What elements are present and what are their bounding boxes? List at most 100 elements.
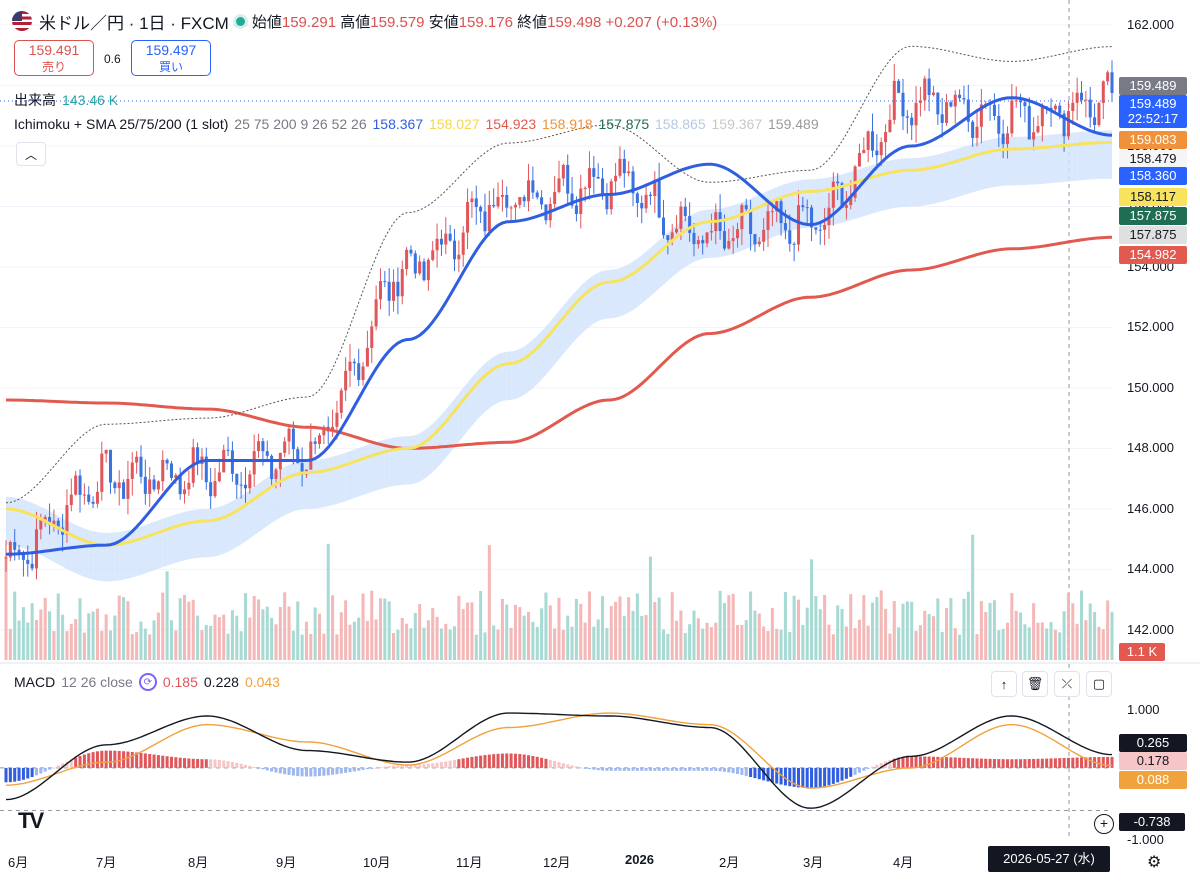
cloud-segment (876, 162, 882, 213)
macd-histogram-bar (278, 767, 282, 774)
candle-body (113, 482, 117, 489)
volume-bar (161, 592, 165, 660)
candle-body (108, 449, 113, 483)
settings-gear-icon[interactable]: ⚙ (1147, 854, 1162, 871)
volume-bar (483, 632, 487, 660)
macd-histogram-bar (901, 756, 905, 768)
cloud-segment (885, 160, 890, 210)
candle-body (479, 207, 483, 212)
collapse-legend-button[interactable]: ︿ (16, 142, 46, 166)
macd-histogram-bar (553, 760, 557, 768)
candle-body (34, 529, 38, 569)
volume-bar (849, 594, 853, 660)
candle-body (657, 179, 661, 218)
macd-histogram-bar (470, 756, 474, 768)
candle-body (814, 227, 818, 230)
maximize-pane-button[interactable]: ▢ (1086, 671, 1112, 697)
candle-body (56, 520, 60, 528)
indicator-value-sma75: 158.027 (429, 116, 480, 132)
candle-body (770, 211, 774, 213)
volume-bar (827, 624, 831, 660)
collapse-pane-button[interactable]: ⤫ (1054, 671, 1080, 697)
cycle-icon[interactable]: ⟳ (138, 673, 157, 691)
cloud-segment (145, 523, 150, 574)
macd-histogram-bar (753, 767, 757, 779)
macd-histogram-bar (496, 753, 500, 768)
volume-bar (792, 595, 796, 660)
volume-bar (317, 613, 322, 660)
price-tick-label: 144.000 (1127, 561, 1174, 577)
candle-body (422, 261, 426, 281)
volume-bar (1066, 592, 1070, 660)
move-pane-up-button[interactable]: ↑ (991, 671, 1017, 697)
volume-bar (413, 613, 417, 660)
macd-histogram-bar (757, 767, 761, 780)
time-tick-label: 3月 (803, 855, 824, 870)
volume-legend[interactable]: 出来高 143.46 K (14, 90, 118, 110)
candle-body (971, 121, 975, 138)
volume-bar (596, 619, 600, 660)
cloud-segment (354, 448, 359, 499)
volume-bar (923, 610, 927, 660)
candle-body (722, 231, 726, 249)
macd-histogram-bar (509, 753, 513, 768)
indicator-legend[interactable]: Ichimoku + SMA 25/75/200 (1 slot) 25 75 … (14, 116, 821, 132)
macd-histogram-bar (1062, 757, 1066, 768)
candle-body (940, 114, 944, 123)
price-axis-tag: 158.479 (1119, 150, 1187, 168)
tradingview-logo-icon[interactable]: TV (18, 808, 44, 833)
cloud-segment (628, 261, 634, 313)
candle-body (165, 459, 169, 464)
candle-body (217, 472, 221, 482)
volume-bar (13, 591, 17, 660)
volume-bar (174, 630, 178, 660)
delete-pane-button[interactable]: 🗑 (1022, 671, 1048, 697)
cloud-segment (23, 499, 28, 550)
volume-bar (365, 620, 369, 660)
volume-bar (666, 633, 670, 660)
add-plus-icon[interactable]: + (1094, 814, 1114, 834)
macd-histogram-bar (261, 767, 265, 770)
candle-body (466, 202, 470, 233)
volume-bar (95, 608, 99, 660)
macd-histogram-bar (422, 764, 426, 768)
candle-body (992, 104, 996, 116)
candle-body (143, 476, 147, 494)
macd-histogram-bar (762, 767, 766, 781)
volume-bar (648, 556, 652, 660)
volume-bar (8, 628, 12, 660)
cloud-segment (267, 474, 272, 526)
cloud-segment (502, 351, 507, 401)
symbol-title[interactable]: 米ドル／円 · 1日 · FXCM (39, 13, 229, 33)
macd-histogram-bar (252, 767, 256, 769)
cloud-segment (532, 335, 538, 389)
candle-body (688, 216, 692, 233)
volume-bar (1101, 629, 1105, 660)
candle-body (52, 520, 56, 525)
cloud-segment (101, 532, 107, 582)
candle-body (918, 100, 922, 103)
candle-body (352, 361, 356, 364)
volume-bar (335, 634, 339, 660)
cloud-segment (467, 377, 472, 431)
candle-body (705, 232, 709, 244)
candle-body (640, 202, 644, 209)
volume-bar (1005, 622, 1010, 660)
macd-histogram-bar (596, 767, 600, 771)
macd-histogram-bar (601, 767, 605, 771)
candle-body (396, 281, 400, 297)
sma200-line (6, 235, 1113, 450)
cloud-segment (576, 285, 581, 339)
cloud-segment (380, 439, 385, 490)
ohlc-values: 始値159.291 高値159.579 安値159.176 終値159.498 … (252, 11, 717, 32)
buy-button[interactable]: 159.497 買い (131, 40, 211, 76)
sell-button[interactable]: 159.491 売り (14, 40, 94, 76)
volume-bar (322, 633, 326, 660)
cloud-segment (228, 501, 233, 552)
candle-body (148, 479, 152, 494)
cloud-segment (606, 269, 612, 319)
macd-legend[interactable]: MACD 12 26 close ⟳ 0.185 0.228 0.043 (14, 673, 280, 691)
macd-histogram-bar (309, 767, 313, 777)
macd-histogram-bar (235, 762, 239, 768)
